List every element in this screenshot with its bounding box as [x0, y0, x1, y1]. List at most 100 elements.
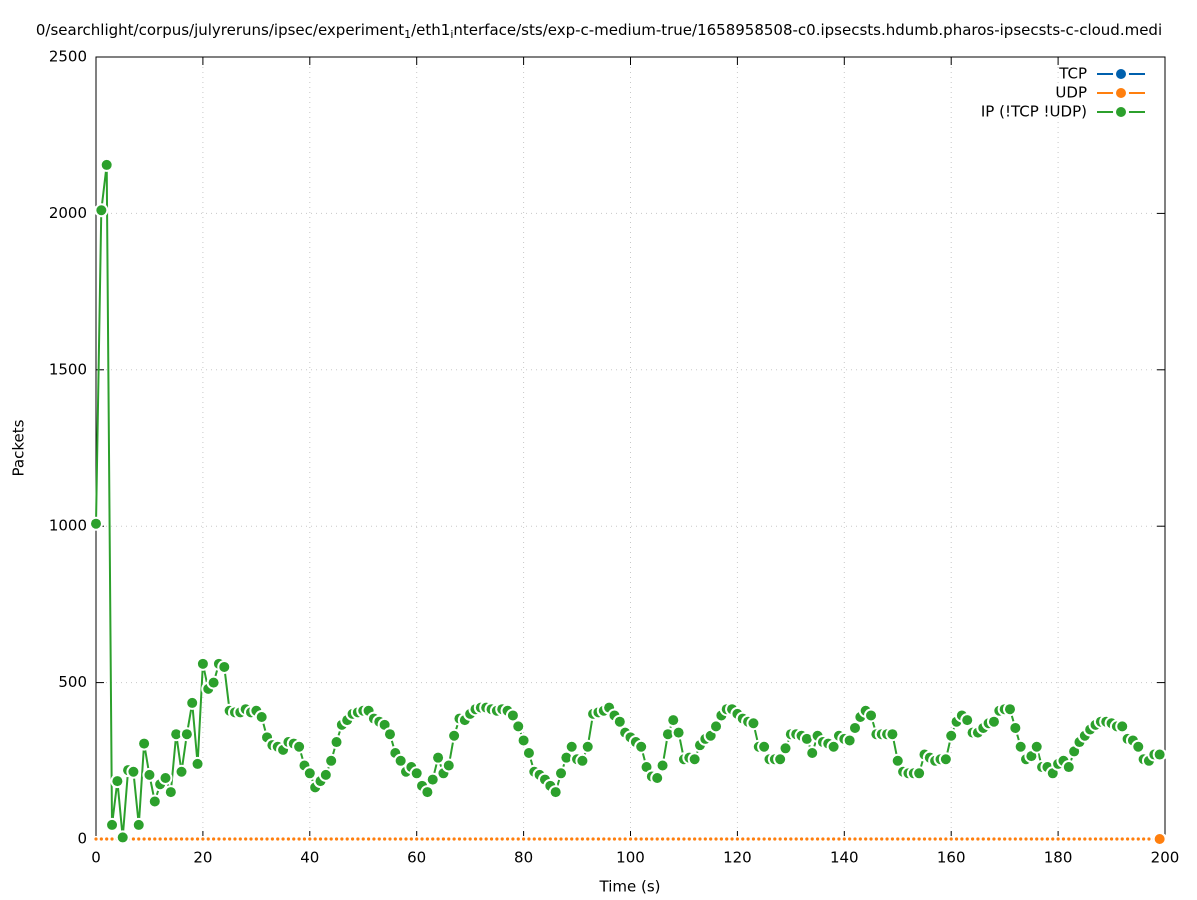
- data-point: [997, 837, 1001, 841]
- data-point: [495, 837, 499, 841]
- data-point: [554, 837, 558, 841]
- data-point: [233, 837, 237, 841]
- data-point: [1099, 837, 1103, 841]
- data-point: [463, 837, 467, 841]
- data-point: [607, 837, 611, 841]
- data-point: [1072, 837, 1076, 841]
- data-point: [775, 754, 786, 765]
- data-point: [556, 768, 567, 779]
- data-point: [698, 837, 702, 841]
- y-axis-label: Packets: [10, 419, 28, 476]
- legend-label: UDP: [1055, 84, 1087, 102]
- data-point: [1013, 837, 1017, 841]
- data-point: [641, 762, 652, 773]
- data-point: [650, 837, 654, 841]
- data-point: [577, 755, 588, 766]
- data-point: [1056, 837, 1060, 841]
- data-point: [433, 752, 444, 763]
- data-point: [1131, 837, 1135, 841]
- data-point: [409, 837, 413, 841]
- y-tick-label: 1500: [49, 360, 87, 378]
- data-point: [662, 729, 673, 740]
- data-point: [256, 712, 267, 723]
- data-point: [1031, 741, 1042, 752]
- data-point: [580, 837, 584, 841]
- data-point: [208, 677, 219, 688]
- data-point: [1051, 837, 1055, 841]
- data-point: [513, 721, 524, 732]
- data-point: [340, 837, 344, 841]
- data-point: [219, 661, 230, 672]
- y-tick-label: 1000: [49, 517, 87, 535]
- data-point: [962, 715, 973, 726]
- data-point: [507, 710, 518, 721]
- data-point: [101, 159, 112, 170]
- title-part: /eth1: [411, 21, 450, 39]
- data-point: [981, 837, 985, 841]
- data-point: [1117, 721, 1128, 732]
- data-point: [505, 837, 510, 841]
- data-point: [566, 741, 577, 752]
- data-point: [673, 727, 684, 738]
- data-point: [441, 837, 446, 841]
- data-point: [457, 837, 462, 841]
- data-point: [591, 837, 595, 841]
- data-point: [211, 837, 216, 841]
- data-point: [828, 741, 839, 752]
- data-point: [671, 837, 675, 841]
- data-point: [324, 837, 328, 841]
- data-point: [383, 837, 387, 841]
- data-point: [395, 755, 406, 766]
- data-point: [1154, 749, 1165, 760]
- data-point: [821, 837, 825, 841]
- data-point: [735, 837, 740, 841]
- data-point: [1147, 837, 1151, 841]
- data-point: [639, 837, 643, 841]
- data-point: [302, 837, 307, 841]
- data-point: [276, 837, 280, 841]
- title-part: 1: [404, 28, 411, 41]
- data-point: [570, 837, 574, 841]
- data-point: [522, 837, 526, 841]
- data-point: [425, 837, 429, 841]
- data-point: [783, 837, 788, 841]
- data-point: [677, 837, 681, 841]
- data-point: [711, 721, 722, 732]
- data-point: [254, 837, 258, 841]
- data-point: [666, 837, 670, 841]
- data-point: [751, 837, 756, 841]
- data-point: [1077, 837, 1082, 841]
- data-point: [443, 760, 454, 771]
- data-point: [1142, 837, 1146, 841]
- data-point: [292, 837, 296, 841]
- data-point: [689, 754, 700, 765]
- data-point: [1026, 751, 1037, 762]
- data-point: [564, 837, 568, 841]
- data-point: [313, 837, 317, 841]
- data-point: [714, 837, 718, 841]
- data-point: [523, 747, 534, 758]
- data-point: [222, 837, 226, 841]
- title-part: nterface/sts/exp-c-medium-true/165895850…: [453, 21, 1162, 39]
- data-point: [538, 837, 542, 841]
- x-tick-label: 160: [937, 849, 966, 867]
- data-point: [1115, 837, 1119, 841]
- data-point: [933, 837, 937, 841]
- data-point: [192, 758, 203, 769]
- data-point: [195, 837, 200, 841]
- data-point: [575, 837, 579, 841]
- y-tick-label: 2000: [49, 204, 87, 222]
- data-point: [844, 735, 855, 746]
- data-point: [928, 837, 932, 841]
- data-point: [550, 787, 561, 798]
- x-tick-label: 100: [616, 849, 645, 867]
- data-point: [548, 837, 552, 841]
- data-point: [1125, 837, 1130, 841]
- data-point: [388, 837, 392, 841]
- data-point: [238, 837, 242, 841]
- data-point: [655, 837, 659, 841]
- data-point: [384, 729, 395, 740]
- x-tick-label: 200: [1151, 849, 1180, 867]
- data-point: [559, 837, 563, 841]
- data-point: [1024, 837, 1028, 841]
